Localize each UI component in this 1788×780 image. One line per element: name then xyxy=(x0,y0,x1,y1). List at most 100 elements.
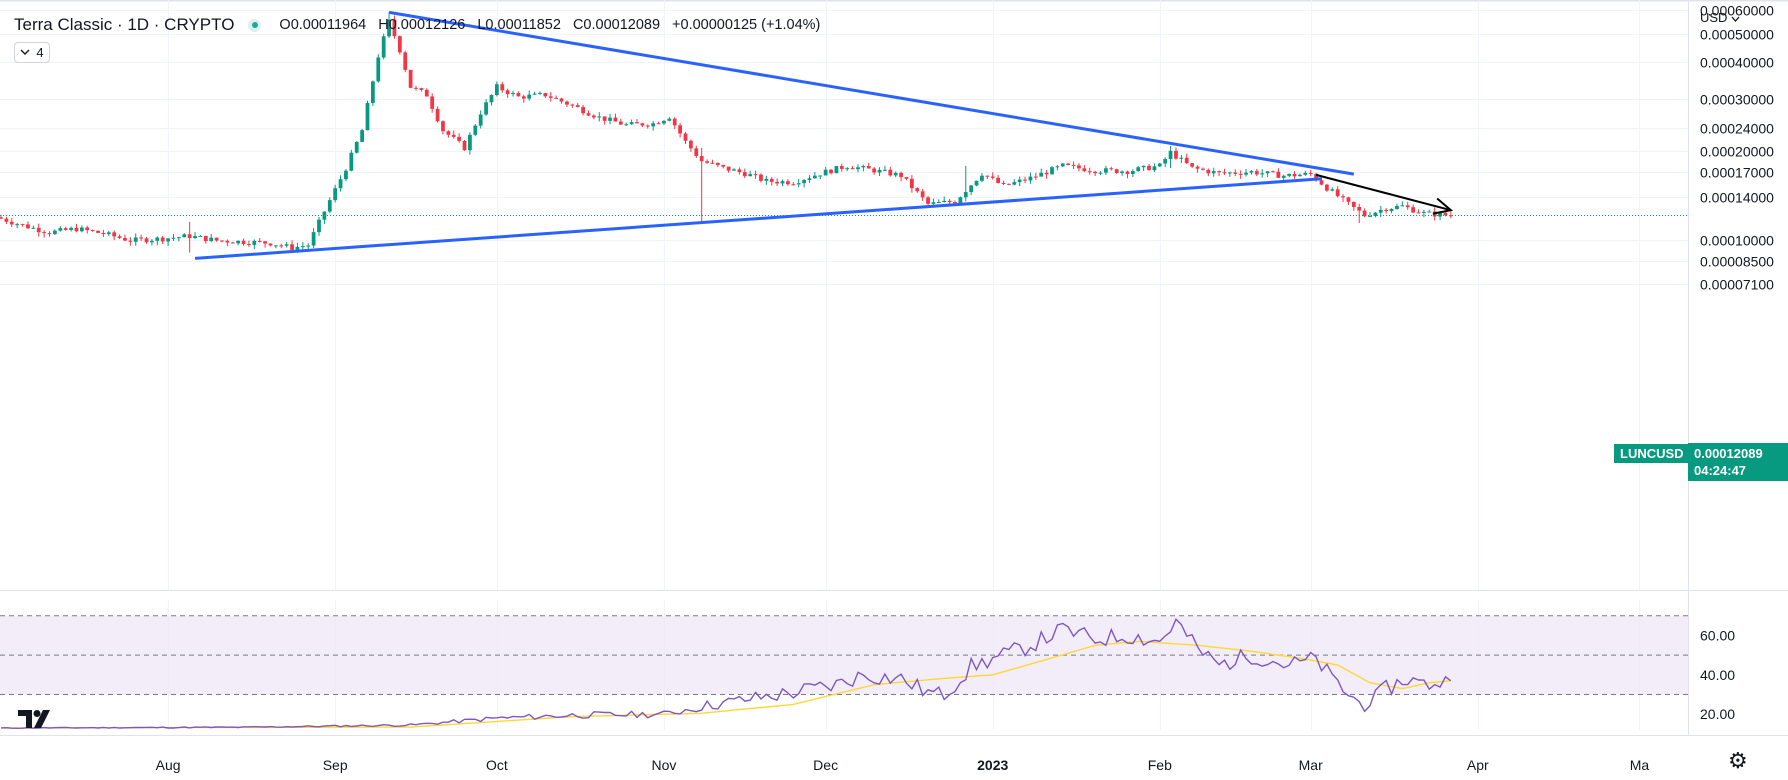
candle-up xyxy=(300,246,305,248)
candle-down xyxy=(42,232,47,234)
candle-down xyxy=(769,178,774,182)
candle-down xyxy=(1007,183,1011,185)
candle-down xyxy=(1448,215,1453,217)
candle-down xyxy=(1254,171,1259,175)
candle-up xyxy=(893,172,898,176)
x-axis-tick-label: Feb xyxy=(1148,757,1172,773)
candle-down xyxy=(947,200,952,203)
close-label: C xyxy=(572,17,584,33)
candle-down xyxy=(462,140,467,151)
candle-down xyxy=(90,230,95,232)
candle-down xyxy=(1071,164,1076,166)
indicators-toggle-button[interactable]: 4 xyxy=(14,42,50,63)
candle-up xyxy=(106,232,111,235)
trend-arrow-head xyxy=(1432,197,1454,215)
candle-up xyxy=(861,166,866,168)
indicator-count: 4 xyxy=(36,45,44,60)
symbol-header: Terra Classic · 1D · CRYPTO O0.00011964 … xyxy=(14,14,820,36)
candle-down xyxy=(850,168,855,170)
candle-down xyxy=(996,177,1000,183)
candle-down xyxy=(1033,176,1038,178)
candle-up xyxy=(667,118,672,121)
last-price: 0.00012089 xyxy=(1694,446,1763,461)
y-axis-tick-label: 0.00030000 xyxy=(1700,92,1774,108)
candle-up xyxy=(155,237,160,241)
candle-up xyxy=(942,200,947,203)
candle-down xyxy=(446,131,451,135)
candle-up xyxy=(365,102,370,131)
candle-up xyxy=(1039,172,1044,177)
candle-up xyxy=(182,234,187,238)
settings-gear-icon[interactable]: ⚙ xyxy=(1728,748,1748,773)
candle-down xyxy=(20,224,25,226)
candle-down xyxy=(1222,172,1227,174)
candle-up xyxy=(79,227,84,232)
trendline-lower xyxy=(194,177,1322,260)
candle-down xyxy=(990,176,995,178)
candle-up xyxy=(629,122,634,125)
top-border xyxy=(0,0,1788,2)
x-axis-tick-label: Sep xyxy=(323,757,348,773)
candle-down xyxy=(203,235,208,242)
candle-down xyxy=(85,227,90,231)
candle-down xyxy=(123,237,127,241)
candle-up xyxy=(31,227,36,229)
candle-down xyxy=(742,172,747,177)
candle-down xyxy=(909,178,914,189)
candle-down xyxy=(1416,212,1421,214)
currency-selector[interactable]: USD xyxy=(1700,10,1740,25)
candle-down xyxy=(414,87,418,89)
candle-down xyxy=(0,217,3,219)
candle-down xyxy=(230,242,235,244)
candle-down xyxy=(710,162,715,164)
candle-down xyxy=(1405,205,1410,208)
candle-down xyxy=(726,166,731,171)
candle-down xyxy=(139,237,144,239)
candle-down xyxy=(1201,168,1205,170)
symbol-title[interactable]: Terra Classic · 1D · CRYPTO xyxy=(14,15,235,34)
candle-up xyxy=(1373,212,1378,216)
candle-up xyxy=(802,180,806,184)
candle-down xyxy=(618,121,623,125)
candle-down xyxy=(403,52,408,70)
candle-down xyxy=(441,121,445,132)
candle-up xyxy=(823,169,828,176)
candle-up xyxy=(1179,157,1184,159)
candle-up xyxy=(963,192,968,198)
candle-up xyxy=(15,224,20,226)
candle-up xyxy=(1028,176,1033,181)
candle-down xyxy=(160,237,165,242)
candle-up xyxy=(1265,171,1270,174)
candle-down xyxy=(247,244,251,246)
candle-up xyxy=(597,116,602,118)
x-axis-tick-label: 2023 xyxy=(977,757,1008,773)
candle-down xyxy=(419,88,424,90)
candle-up xyxy=(818,175,823,177)
low-value: 0.00011852 xyxy=(485,17,561,33)
candle-down xyxy=(591,115,596,118)
candle-up xyxy=(1298,174,1302,177)
candle-up xyxy=(1012,182,1017,185)
candle-down xyxy=(1001,182,1006,184)
candle-down xyxy=(689,140,693,149)
high-label: H xyxy=(378,17,389,33)
candle-down xyxy=(613,117,618,122)
close-value: 0.00012089 xyxy=(583,17,661,33)
candle-down xyxy=(290,244,294,250)
y-axis-tick-label: 0.00040000 xyxy=(1700,55,1774,71)
candle-down xyxy=(1023,179,1027,181)
candle-down xyxy=(683,133,688,141)
candle-up xyxy=(1330,189,1335,191)
candle-down xyxy=(112,232,117,237)
candle-down xyxy=(47,233,52,235)
open-value: 0.00011964 xyxy=(290,17,367,33)
candle-up xyxy=(171,237,176,239)
candle-up xyxy=(958,197,963,204)
candle-up xyxy=(176,237,181,239)
currency-label: USD xyxy=(1700,10,1728,25)
candle-down xyxy=(1346,197,1351,202)
candle-down xyxy=(500,84,505,91)
tradingview-logo[interactable] xyxy=(18,710,54,730)
candle-up xyxy=(198,235,203,237)
